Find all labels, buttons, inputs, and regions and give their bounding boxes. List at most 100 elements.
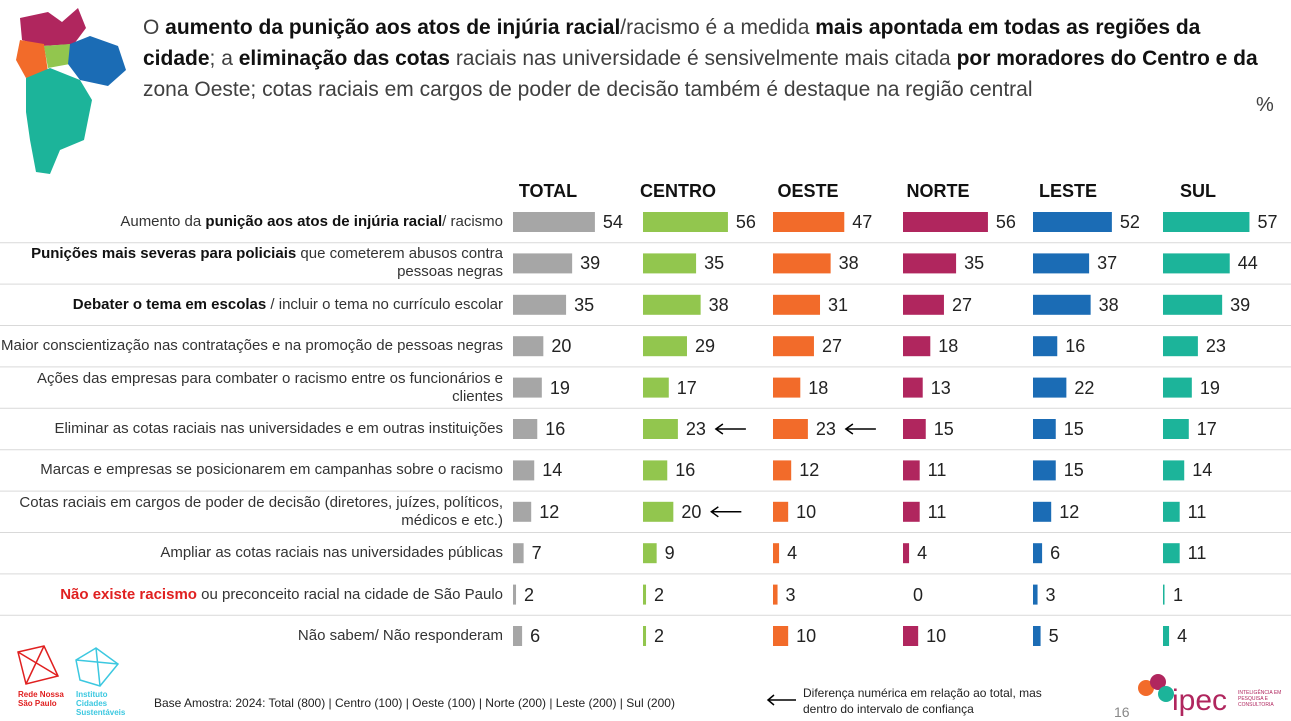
text-run: Ampliar as cotas raciais nas universidad… — [160, 544, 503, 562]
value-label: 18 — [938, 336, 959, 357]
panel-header: CENTRO — [640, 181, 716, 201]
value-label: 38 — [708, 294, 729, 315]
text-run: Cotas raciais em cargos de poder de deci… — [19, 493, 503, 529]
panel-header: SUL — [1180, 181, 1216, 201]
value-label: 15 — [1063, 460, 1084, 481]
text-run: Punições mais severas para policiais — [31, 245, 297, 263]
bar — [773, 294, 821, 315]
category-label: Debater o tema em escolas / incluir o te… — [0, 296, 503, 314]
bar — [903, 543, 910, 564]
bar — [513, 460, 535, 481]
panel-header: NORTE — [906, 181, 970, 201]
value-label: 16 — [545, 419, 566, 439]
bar — [1033, 212, 1112, 232]
text-run: O — [143, 16, 166, 39]
value-label: 23 — [1205, 336, 1226, 357]
bar — [513, 626, 523, 646]
highlight-arrow — [714, 423, 746, 435]
text-run: Não sabem/ Não responderam — [297, 627, 503, 644]
value-label: 2 — [654, 626, 665, 646]
text-run: Aumento da — [120, 213, 206, 230]
value-label: 4 — [917, 543, 928, 564]
value-label: 12 — [1059, 501, 1080, 522]
value-label: 56 — [995, 212, 1016, 232]
bar — [513, 419, 538, 439]
value-label: 4 — [1177, 626, 1188, 646]
text-run: que cometerem abusos contra pessoas negr… — [296, 245, 503, 281]
value-label: 35 — [964, 253, 985, 274]
value-label: 14 — [542, 460, 563, 481]
value-label: 35 — [704, 253, 725, 274]
bar — [773, 543, 780, 564]
unit: % — [1256, 94, 1274, 116]
value-label: 9 — [664, 543, 675, 564]
value-label: 6 — [530, 626, 541, 646]
value-label: 14 — [1192, 460, 1213, 481]
bar — [513, 377, 542, 398]
category-label: Punições mais severas para policiais que… — [0, 245, 503, 281]
bar — [513, 212, 595, 232]
ipec-logo-mark — [1138, 674, 1174, 702]
logo-text: INTELIGÊNCIA EM PESQUISA E CONSULTORIA — [1238, 690, 1282, 708]
value-label: 20 — [551, 336, 572, 357]
value-label: 44 — [1237, 253, 1258, 274]
bar — [1033, 336, 1058, 357]
title: O aumento da punição aos atos de injúria… — [143, 12, 1268, 105]
bar — [1033, 501, 1052, 522]
value-label: 57 — [1257, 212, 1278, 232]
bar — [1163, 419, 1189, 439]
value-label: 11 — [927, 501, 947, 522]
value-label: 2 — [524, 584, 535, 605]
value-label: 23 — [685, 419, 706, 439]
value-label: 38 — [838, 253, 859, 274]
value-label: 37 — [1097, 253, 1118, 274]
text-run: ; a — [209, 47, 239, 70]
bar — [513, 253, 573, 274]
bar — [643, 253, 697, 274]
value-label: 39 — [1230, 294, 1251, 315]
bar — [903, 377, 923, 398]
bar — [513, 336, 544, 357]
legend-arrow — [766, 694, 796, 706]
bar — [773, 419, 808, 439]
text-run: zona Oeste; cotas raciais em cargos de p… — [143, 78, 1033, 101]
category-label: Não existe racismo ou preconceito racial… — [0, 586, 503, 604]
bar — [643, 584, 647, 605]
bar — [643, 212, 728, 232]
value-label: 27 — [951, 294, 972, 315]
value-label: 10 — [796, 626, 817, 646]
bar — [903, 460, 920, 481]
bar — [1163, 626, 1170, 646]
text-run: raciais nas universidade é sensivelmente… — [449, 47, 957, 70]
logo-text: Rede Nossa São Paulo — [18, 690, 64, 708]
value-label: 52 — [1119, 212, 1140, 232]
logo-text: Instituto Cidades Sustentáveis — [76, 690, 126, 717]
bar — [903, 501, 920, 522]
bar — [643, 501, 674, 522]
value-label: 3 — [785, 584, 796, 605]
footnote: Base Amostra: 2024: Total (800) | Centro… — [154, 696, 675, 710]
value-label: 17 — [676, 377, 697, 398]
panel-header: TOTAL — [518, 181, 578, 201]
text-run: /racismo é a medida — [620, 16, 816, 39]
bar — [1163, 212, 1250, 232]
page-number: 16 — [1114, 704, 1130, 720]
text-run: Marcas e empresas se posicionarem em cam… — [40, 461, 503, 479]
bar — [1163, 294, 1223, 315]
value-label: 6 — [1050, 543, 1061, 564]
bar — [643, 294, 701, 315]
category-label: Aumento da punição aos atos de injúria r… — [0, 213, 503, 231]
bar — [903, 212, 988, 232]
bar — [773, 626, 789, 646]
bar — [903, 253, 957, 274]
bar — [1033, 460, 1056, 481]
text-run: Debater o tema em escolas — [72, 295, 267, 313]
highlight-arrow — [844, 423, 876, 435]
bar — [1033, 294, 1091, 315]
value-label: 11 — [1187, 543, 1207, 564]
bar — [773, 212, 845, 232]
text-run: / racismo — [442, 213, 503, 230]
value-label: 2 — [654, 584, 665, 605]
bar — [643, 336, 687, 357]
